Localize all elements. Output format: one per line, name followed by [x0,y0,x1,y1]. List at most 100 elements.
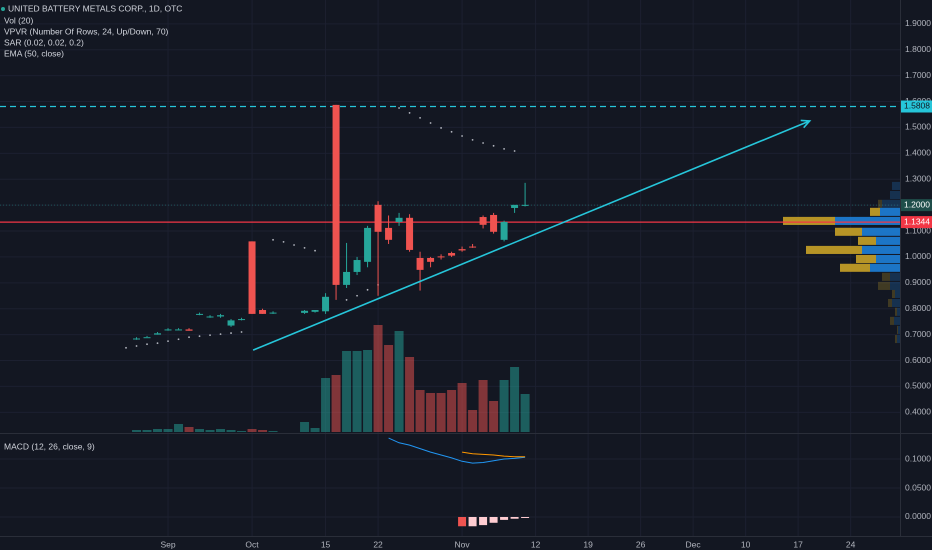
vpvr-down-bar [895,334,897,344]
sar-dot [513,150,516,152]
y-tick-label: 0.1000 [905,453,931,463]
candle-body [469,246,477,248]
sar-dot [240,331,243,333]
vpvr-down-bar [806,245,862,254]
vpvr-up-bar [897,334,900,344]
sar-dot [461,135,463,137]
candle-body [185,329,193,331]
volume-bar [384,345,394,432]
y-tick-label: 1.4000 [905,148,931,158]
vpvr-up-bar [835,216,900,225]
y-tick-label: 0.7000 [905,329,931,339]
vpvr-down-bar [840,263,870,272]
sar-dot [272,238,274,241]
vpvr-up-bar [880,207,900,216]
vpvr-up-bar [890,272,900,281]
volume-bar [331,375,341,432]
volume-bar [373,325,383,432]
vpvr-up-bar [862,245,900,254]
candle-body [427,257,435,262]
volume-bar [184,427,194,432]
trendline-arrowhead [800,119,812,129]
candle-body [437,256,445,258]
volume-bar [405,357,415,432]
macd-line [462,451,526,458]
price-label-box [901,199,932,212]
sar-dot [398,107,400,109]
vpvr-down-bar [882,272,890,281]
trendline [252,120,810,351]
y-tick-label: 0.6000 [905,355,931,365]
volume-bar [415,390,425,432]
sar-dot [198,335,201,338]
macd-histogram-bar [468,516,477,527]
macd-histogram-bar [489,516,498,523]
y-tick-label: 1.3000 [905,173,931,183]
price-label: 1.1344 [904,216,930,226]
sar-dot [440,127,442,129]
status-dot [1,7,5,11]
y-tick-label: 0.8000 [905,303,931,313]
x-tick-label: Dec [686,539,702,549]
vpvr-up-bar [882,199,900,208]
volume-bar [447,390,457,432]
volume-bar [258,430,268,432]
volume-bar [174,424,184,432]
sar-dot [366,288,369,291]
volume-bar [426,393,436,432]
candle-body [301,310,309,313]
y-tick-label: 0.0500 [905,482,931,492]
y-tick-label: 1.5000 [905,122,931,132]
candle-body [322,296,330,312]
volume-bar [352,351,362,432]
candle-body [511,204,519,208]
vpvr-up-bar [898,325,900,334]
vpvr-up-bar [890,281,900,290]
x-tick-label: Oct [245,539,259,549]
chart-title: UNITED BATTERY METALS CORP., 1D, OTC [8,3,182,13]
candle-body [259,310,267,314]
candle-body [196,313,204,315]
vpvr-down-bar [892,289,895,298]
vpvr-down-bar [856,254,876,264]
sar-dot [125,346,127,349]
volume-bar [478,380,488,432]
sar-dot [230,332,232,334]
volume-bar [163,429,173,432]
candle-body [500,221,508,240]
sar-dot [314,249,316,252]
candle-body [164,329,172,331]
sar-dot [471,138,474,141]
candle-body [448,253,456,256]
candle-body [374,204,382,232]
sar-dot [177,338,180,341]
price-label: 1.2000 [904,199,930,209]
volume-bar [394,331,404,432]
sar-dot [167,340,169,342]
volume-bar [195,429,205,432]
x-tick-label: Nov [455,539,471,549]
marks-layer [0,104,900,527]
y-tick-label: 0.9000 [905,277,931,287]
candle-body [143,337,151,339]
volume-bar [520,394,530,432]
candle-body [154,333,162,335]
vpvr-layer [783,181,900,344]
candle-body [458,249,466,251]
vpvr-up-bar [892,298,900,308]
y-tick-label: 1.9000 [905,18,931,28]
vpvr-up-bar [870,263,900,272]
volume-bar [268,431,278,432]
volume-bar [310,428,320,432]
sar-dot [429,122,432,124]
vpvr-up-bar [897,307,900,316]
vpvr-up-bar [892,181,900,190]
macd-title: MACD (12, 26, close, 9) [4,441,95,451]
x-tick-label: 12 [531,539,541,549]
vpvr-down-bar [897,325,898,334]
volume-layer [132,325,530,432]
candle-body [175,329,183,331]
vpvr-down-bar [878,281,890,290]
sar-dot [303,246,306,249]
